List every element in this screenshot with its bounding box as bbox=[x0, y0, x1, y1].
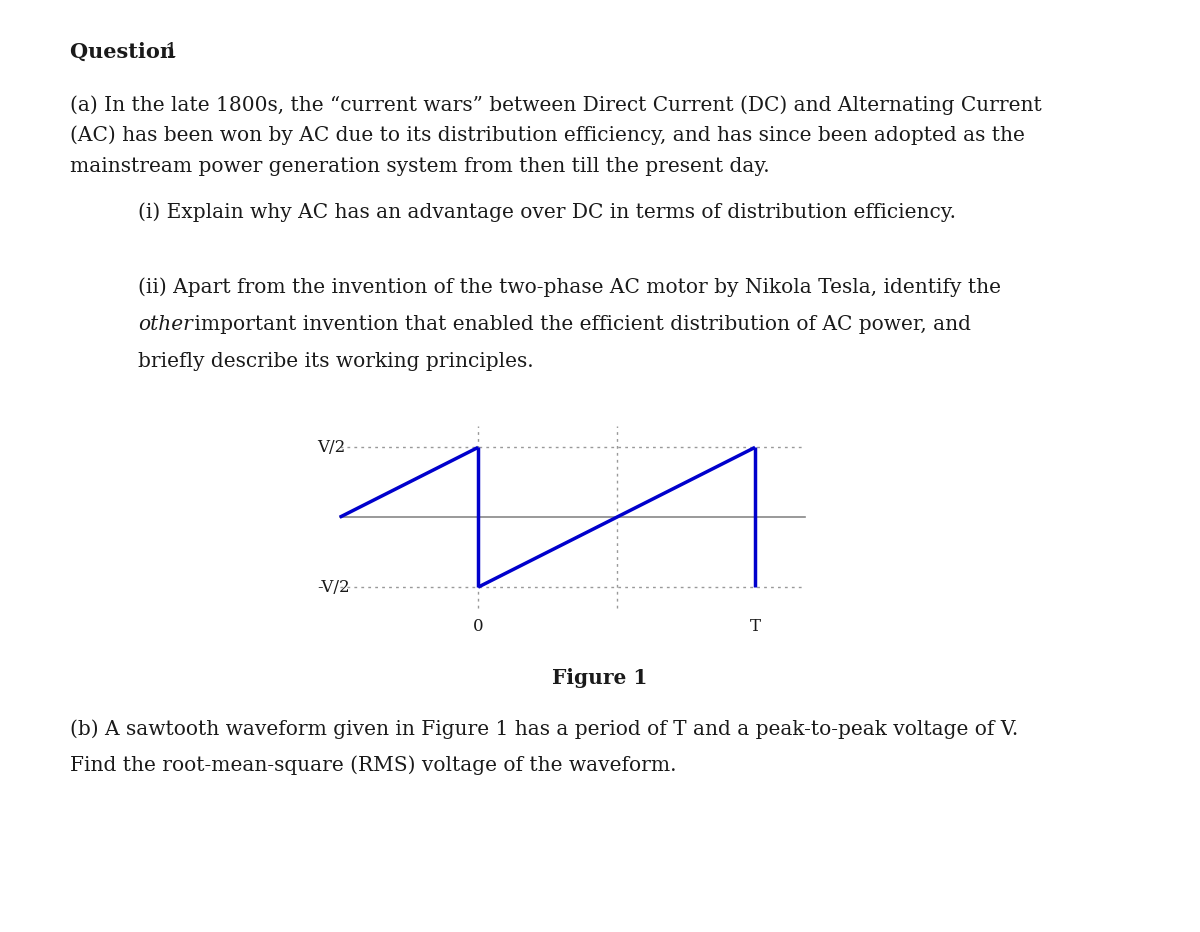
Text: 0: 0 bbox=[473, 618, 484, 635]
Text: (a) In the late 1800s, the “current wars” between Direct Current (DC) and Altern: (a) In the late 1800s, the “current wars… bbox=[70, 95, 1042, 115]
Text: V/2: V/2 bbox=[318, 439, 346, 456]
Text: (b) A sawtooth waveform given in Figure 1 has a period of T and a peak-to-peak v: (b) A sawtooth waveform given in Figure … bbox=[70, 720, 1018, 739]
Text: briefly describe its working principles.: briefly describe its working principles. bbox=[138, 352, 534, 371]
Text: 1: 1 bbox=[164, 42, 178, 61]
Text: important invention that enabled the efficient distribution of AC power, and: important invention that enabled the eff… bbox=[188, 315, 972, 334]
Text: Question: Question bbox=[70, 42, 182, 62]
Text: (ii) Apart from the invention of the two-phase AC motor by Nikola Tesla, identif: (ii) Apart from the invention of the two… bbox=[138, 278, 1001, 297]
Text: Figure 1: Figure 1 bbox=[552, 668, 648, 688]
Text: (AC) has been won by AC due to its distribution efficiency, and has since been a: (AC) has been won by AC due to its distr… bbox=[70, 126, 1025, 145]
Text: T: T bbox=[750, 618, 761, 635]
Text: other: other bbox=[138, 315, 193, 334]
Text: (i) Explain why AC has an advantage over DC in terms of distribution efficiency.: (i) Explain why AC has an advantage over… bbox=[138, 202, 956, 222]
Text: mainstream power generation system from then till the present day.: mainstream power generation system from … bbox=[70, 157, 769, 175]
Text: -V/2: -V/2 bbox=[318, 579, 350, 596]
Text: Find the root-mean-square (RMS) voltage of the waveform.: Find the root-mean-square (RMS) voltage … bbox=[70, 755, 676, 774]
